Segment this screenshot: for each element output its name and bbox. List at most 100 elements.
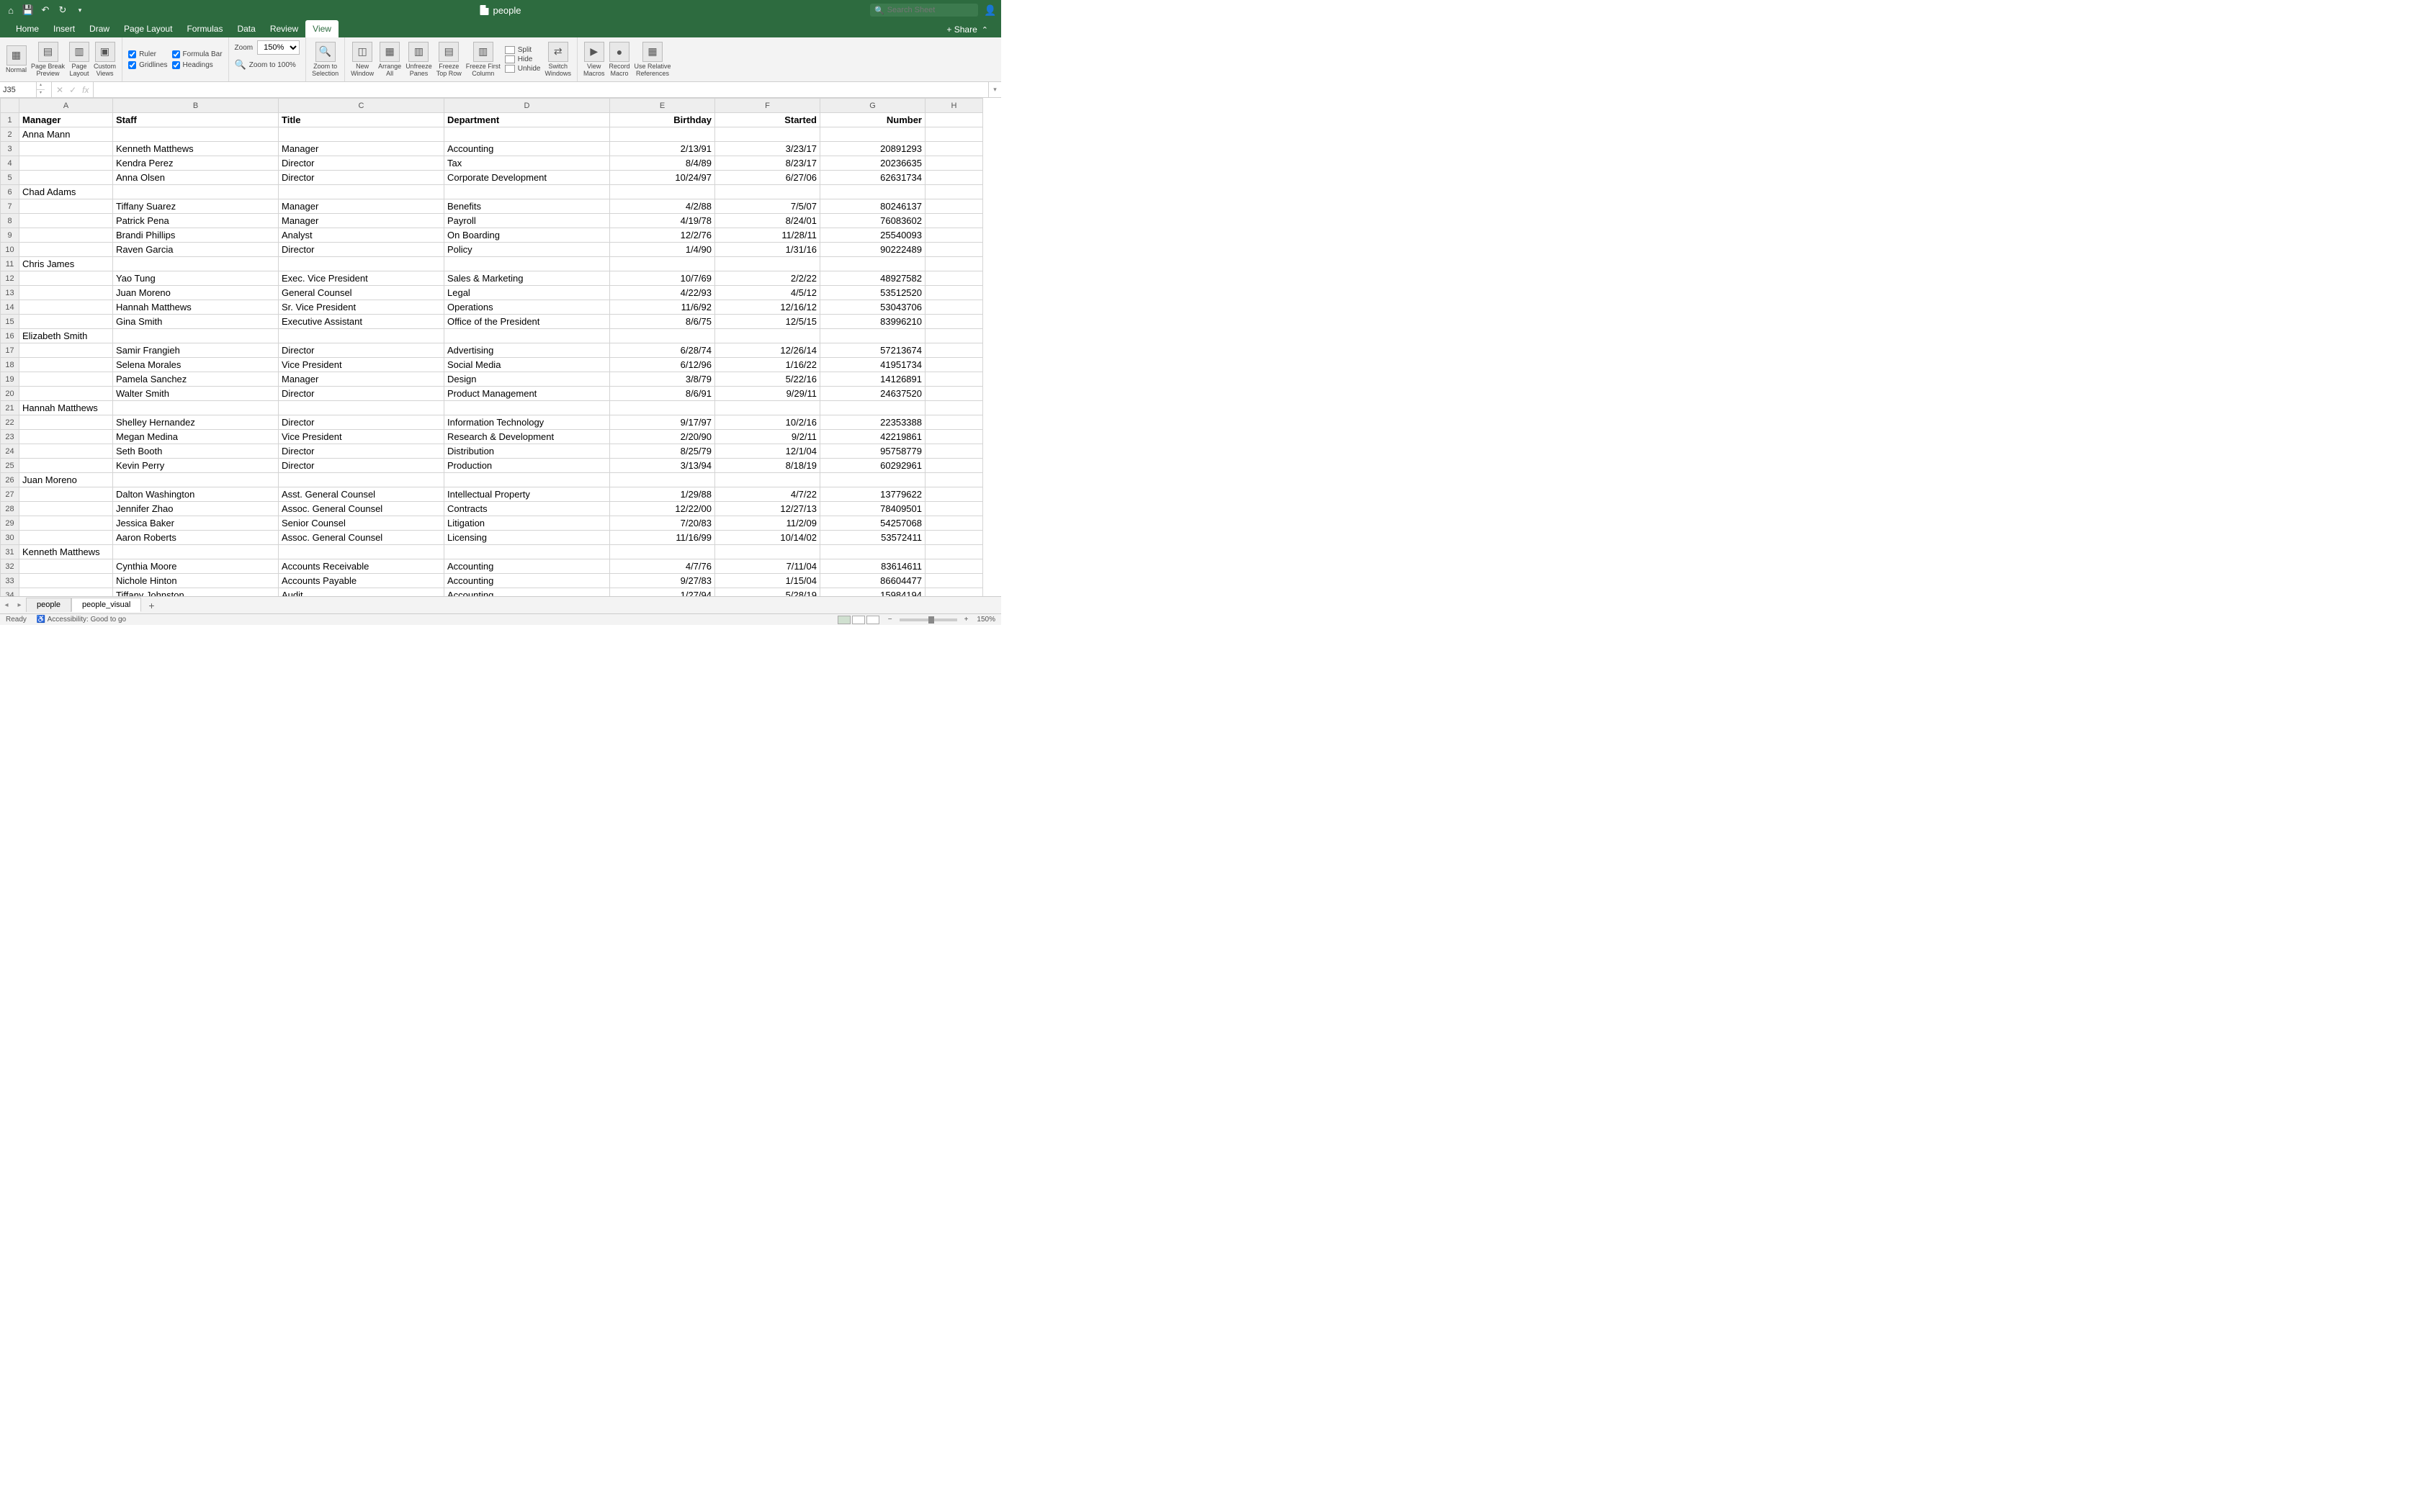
cell-E32[interactable]: 4/7/76 (610, 559, 715, 574)
cell-D22[interactable]: Information Technology (444, 415, 610, 430)
cell-G7[interactable]: 80246137 (820, 199, 926, 214)
cell-E23[interactable]: 2/20/90 (610, 430, 715, 444)
name-box-up[interactable]: ▴ (36, 82, 45, 90)
cell-B17[interactable]: Samir Frangieh (113, 343, 279, 358)
cell-G31[interactable] (820, 545, 926, 559)
cell-D33[interactable]: Accounting (444, 574, 610, 588)
cell-E27[interactable]: 1/29/88 (610, 487, 715, 502)
cell-F9[interactable]: 11/28/11 (715, 228, 820, 243)
normal-view-button[interactable]: ▦Normal (6, 40, 27, 79)
cell-B19[interactable]: Pamela Sanchez (113, 372, 279, 387)
page-break-preview-button[interactable]: ▤Page Break Preview (31, 40, 65, 79)
cell-H19[interactable] (926, 372, 983, 387)
cell-A2[interactable]: Anna Mann (19, 127, 113, 142)
cell-E21[interactable] (610, 401, 715, 415)
cell-D6[interactable] (444, 185, 610, 199)
cell-A22[interactable] (19, 415, 113, 430)
cell-E11[interactable] (610, 257, 715, 271)
cell-F5[interactable]: 6/27/06 (715, 171, 820, 185)
cell-D18[interactable]: Social Media (444, 358, 610, 372)
row-header-31[interactable]: 31 (1, 545, 19, 559)
cell-A27[interactable] (19, 487, 113, 502)
redo-icon[interactable]: ↻ (58, 5, 68, 15)
row-header-22[interactable]: 22 (1, 415, 19, 430)
cell-A23[interactable] (19, 430, 113, 444)
view-page-break-icon[interactable] (866, 616, 879, 624)
cell-H14[interactable] (926, 300, 983, 315)
cell-G13[interactable]: 53512520 (820, 286, 926, 300)
cell-G15[interactable]: 83996210 (820, 315, 926, 329)
cell-D14[interactable]: Operations (444, 300, 610, 315)
cell-G34[interactable]: 15984194 (820, 588, 926, 597)
cell-H5[interactable] (926, 171, 983, 185)
cell-E17[interactable]: 6/28/74 (610, 343, 715, 358)
cell-A3[interactable] (19, 142, 113, 156)
add-sheet-button[interactable]: + (141, 600, 161, 611)
cell-F12[interactable]: 2/2/22 (715, 271, 820, 286)
cell-A12[interactable] (19, 271, 113, 286)
row-header-27[interactable]: 27 (1, 487, 19, 502)
row-header-32[interactable]: 32 (1, 559, 19, 574)
cell-G30[interactable]: 53572411 (820, 531, 926, 545)
cell-A9[interactable] (19, 228, 113, 243)
cell-D27[interactable]: Intellectual Property (444, 487, 610, 502)
cell-D23[interactable]: Research & Development (444, 430, 610, 444)
cell-E22[interactable]: 9/17/97 (610, 415, 715, 430)
cell-A11[interactable]: Chris James (19, 257, 113, 271)
cell-C16[interactable] (279, 329, 444, 343)
custom-views-button[interactable]: ▣Custom Views (94, 40, 116, 79)
cancel-formula-icon[interactable]: ✕ (56, 85, 63, 95)
cell-E7[interactable]: 4/2/88 (610, 199, 715, 214)
cell-C28[interactable]: Assoc. General Counsel (279, 502, 444, 516)
tab-draw[interactable]: Draw (82, 20, 117, 37)
cell-D5[interactable]: Corporate Development (444, 171, 610, 185)
cell-B7[interactable]: Tiffany Suarez (113, 199, 279, 214)
cell-B32[interactable]: Cynthia Moore (113, 559, 279, 574)
fx-icon[interactable]: fx (82, 85, 89, 95)
cell-C23[interactable]: Vice President (279, 430, 444, 444)
cell-H10[interactable] (926, 243, 983, 257)
cell-D4[interactable]: Tax (444, 156, 610, 171)
sheet-nav-prev[interactable]: ▸ (13, 601, 26, 609)
cell-C33[interactable]: Accounts Payable (279, 574, 444, 588)
cell-F3[interactable]: 3/23/17 (715, 142, 820, 156)
view-macros-button[interactable]: ▶View Macros (583, 40, 605, 79)
user-icon[interactable]: 👤 (984, 4, 995, 16)
cell-E33[interactable]: 9/27/83 (610, 574, 715, 588)
cell-E24[interactable]: 8/25/79 (610, 444, 715, 459)
cell-B10[interactable]: Raven Garcia (113, 243, 279, 257)
cell-D34[interactable]: Accounting (444, 588, 610, 597)
use-relative-references-button[interactable]: ▦Use Relative References (635, 40, 671, 79)
cell-A33[interactable] (19, 574, 113, 588)
cell-C25[interactable]: Director (279, 459, 444, 473)
sheet-tab-people_visual[interactable]: people_visual (71, 598, 141, 612)
cell-C26[interactable] (279, 473, 444, 487)
cell-F15[interactable]: 12/5/15 (715, 315, 820, 329)
row-header-30[interactable]: 30 (1, 531, 19, 545)
cell-H26[interactable] (926, 473, 983, 487)
cell-C6[interactable] (279, 185, 444, 199)
new-window-button[interactable]: ◫New Window (351, 40, 374, 79)
cell-E25[interactable]: 3/13/94 (610, 459, 715, 473)
unfreeze-panes-button[interactable]: ▥Unfreeze Panes (405, 40, 432, 79)
cell-H13[interactable] (926, 286, 983, 300)
cell-E34[interactable]: 1/27/94 (610, 588, 715, 597)
cell-H31[interactable] (926, 545, 983, 559)
cell-A6[interactable]: Chad Adams (19, 185, 113, 199)
cell-D7[interactable]: Benefits (444, 199, 610, 214)
cell-D30[interactable]: Licensing (444, 531, 610, 545)
search-input[interactable] (887, 6, 974, 14)
cell-G3[interactable]: 20891293 (820, 142, 926, 156)
switch-windows-button[interactable]: ⇄Switch Windows (544, 40, 571, 79)
hide-button[interactable]: Hide (505, 55, 541, 63)
cell-F33[interactable]: 1/15/04 (715, 574, 820, 588)
cell-E29[interactable]: 7/20/83 (610, 516, 715, 531)
cell-E20[interactable]: 8/6/91 (610, 387, 715, 401)
cell-B11[interactable] (113, 257, 279, 271)
row-header-18[interactable]: 18 (1, 358, 19, 372)
formula-bar-checkbox[interactable]: Formula Bar (172, 50, 223, 58)
cell-E10[interactable]: 1/4/90 (610, 243, 715, 257)
cell-C31[interactable] (279, 545, 444, 559)
tab-home[interactable]: Home (9, 20, 46, 37)
search-sheet-box[interactable]: 🔍 (870, 4, 978, 17)
